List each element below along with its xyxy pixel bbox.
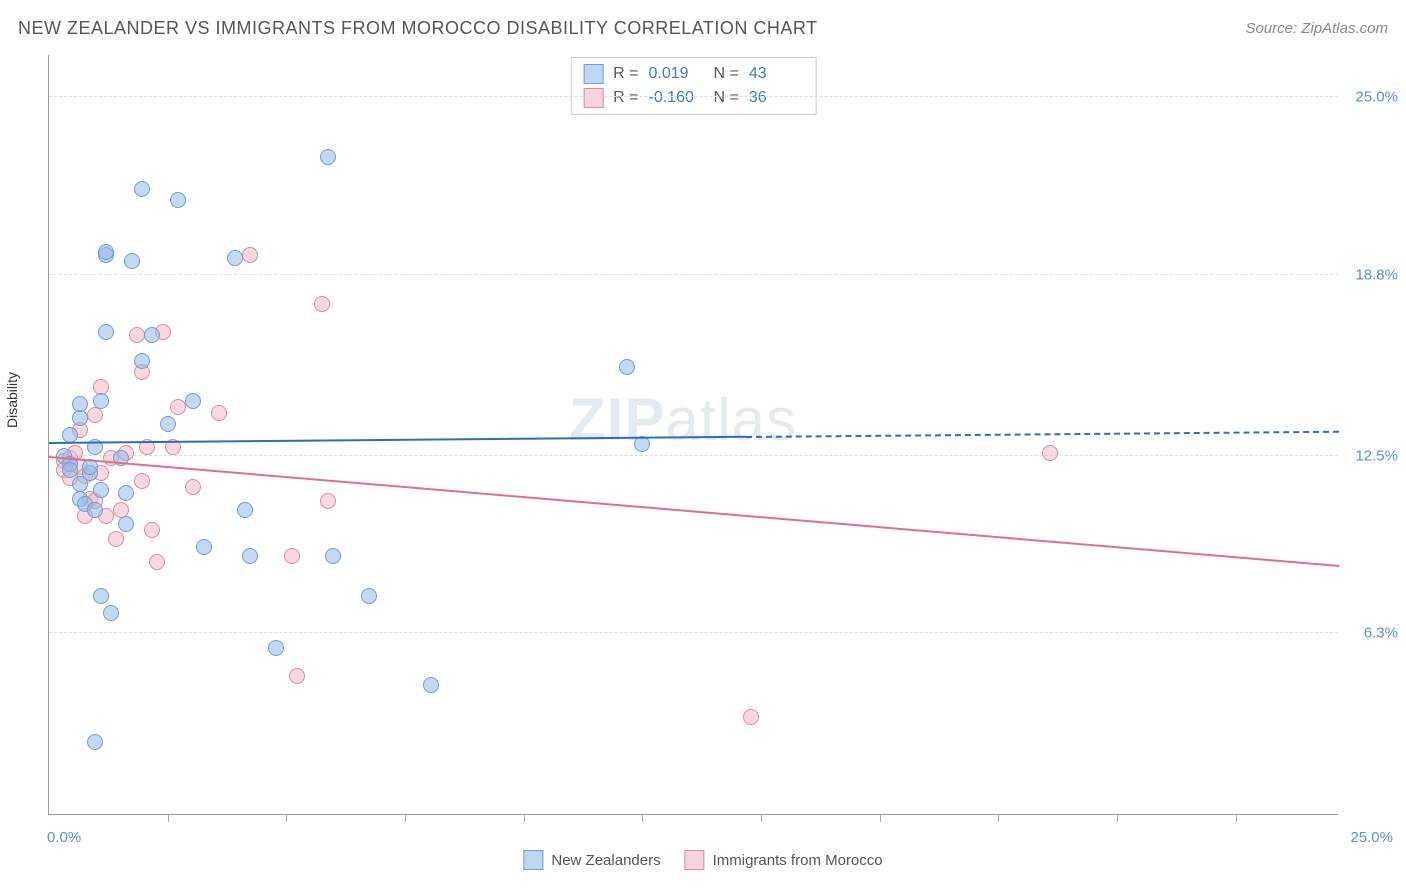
data-point [289,668,305,684]
series-legend: New Zealanders Immigrants from Morocco [523,850,882,870]
data-point [118,516,134,532]
n-label: N = [714,89,739,107]
x-axis-min-label: 0.0% [47,829,81,846]
data-point [242,548,258,564]
data-point [268,640,284,656]
data-point [423,677,439,693]
data-point [129,327,145,343]
y-tick-label: 18.8% [1343,266,1398,283]
data-point [87,502,103,518]
x-tick [286,814,287,822]
data-point [619,359,635,375]
legend-label-blue: New Zealanders [551,852,660,869]
legend-item-pink: Immigrants from Morocco [685,850,883,870]
x-axis-max-label: 25.0% [1350,829,1393,846]
data-point [743,709,759,725]
x-tick [524,814,525,822]
data-point [196,539,212,555]
data-point [103,605,119,621]
data-point [118,485,134,501]
data-point [227,250,243,266]
y-axis-label: Disability [4,372,20,428]
y-tick-label: 6.3% [1343,625,1398,642]
data-point [211,405,227,421]
data-point [134,353,150,369]
data-point [93,482,109,498]
data-point [325,548,341,564]
r-label: R = [613,65,638,83]
x-tick [642,814,643,822]
data-point [87,407,103,423]
x-tick [1117,814,1118,822]
gridline [49,96,1338,97]
legend-row-pink: R = -0.160 N = 36 [583,86,804,110]
data-point [149,554,165,570]
data-point [170,399,186,415]
gridline [49,274,1338,275]
x-tick [761,814,762,822]
chart-title: NEW ZEALANDER VS IMMIGRANTS FROM MOROCCO… [18,18,818,39]
data-point [124,253,140,269]
legend-row-blue: R = 0.019 N = 43 [583,62,804,86]
y-tick-label: 12.5% [1343,447,1398,464]
y-tick-label: 25.0% [1343,89,1398,106]
data-point [320,149,336,165]
gridline [49,632,1338,633]
data-point [237,502,253,518]
n-label: N = [714,65,739,83]
data-point [185,479,201,495]
source-attribution: Source: ZipAtlas.com [1245,20,1388,37]
data-point [314,296,330,312]
r-value-pink: -0.160 [649,89,704,107]
swatch-blue-icon [583,64,603,84]
trend-line [746,431,1339,438]
data-point [134,181,150,197]
data-point [144,327,160,343]
chart-header: NEW ZEALANDER VS IMMIGRANTS FROM MOROCCO… [18,18,1388,39]
x-tick [168,814,169,822]
x-tick [998,814,999,822]
data-point [361,588,377,604]
gridline [49,455,1338,456]
data-point [160,416,176,432]
data-point [72,410,88,426]
scatter-chart: ZIPatlas R = 0.019 N = 43 R = -0.160 N =… [48,55,1338,815]
data-point [1042,445,1058,461]
data-point [93,588,109,604]
data-point [320,493,336,509]
watermark: ZIPatlas [569,385,797,454]
swatch-pink-icon [583,88,603,108]
r-label: R = [613,89,638,107]
data-point [93,393,109,409]
correlation-legend: R = 0.019 N = 43 R = -0.160 N = 36 [570,57,817,115]
data-point [72,396,88,412]
x-tick [1236,814,1237,822]
swatch-pink-icon [685,850,705,870]
x-tick [405,814,406,822]
n-value-blue: 43 [749,65,804,83]
data-point [62,462,78,478]
data-point [284,548,300,564]
data-point [98,324,114,340]
legend-item-blue: New Zealanders [523,850,660,870]
data-point [170,192,186,208]
r-value-blue: 0.019 [649,65,704,83]
swatch-blue-icon [523,850,543,870]
data-point [144,522,160,538]
data-point [98,244,114,260]
data-point [134,473,150,489]
data-point [108,531,124,547]
data-point [242,247,258,263]
data-point [185,393,201,409]
data-point [87,734,103,750]
x-tick [880,814,881,822]
n-value-pink: 36 [749,89,804,107]
legend-label-pink: Immigrants from Morocco [713,852,883,869]
